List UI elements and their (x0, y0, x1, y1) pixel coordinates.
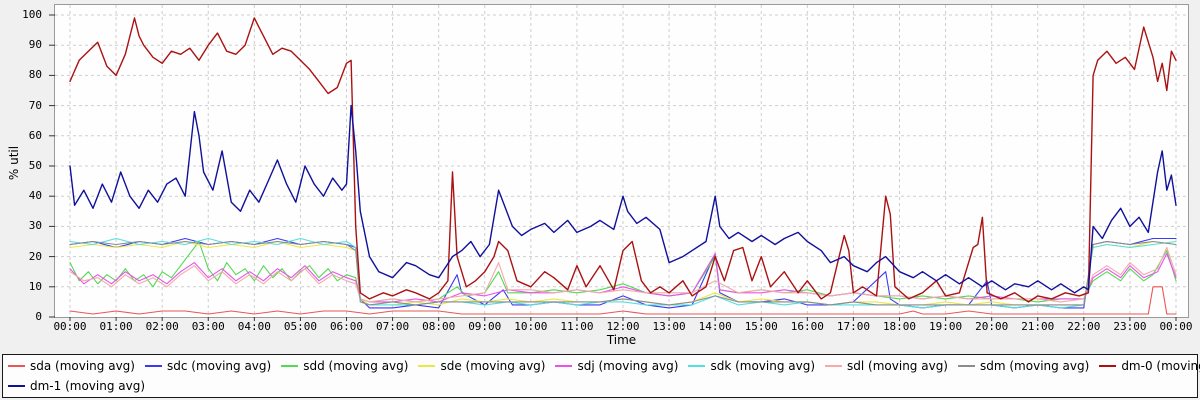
legend-item-sdd: sdd (moving avg) (281, 359, 408, 373)
legend-item-sde: sde (moving avg) (418, 359, 545, 373)
x-tick-label: 15:00 (744, 320, 778, 333)
legend-item-sdm: sdm (moving avg) (958, 359, 1089, 373)
y-tick-label: 30 (28, 219, 42, 233)
legend-item-dm-0: dm-0 (moving avg) (1099, 359, 1200, 373)
legend-swatch-sdl (825, 365, 843, 367)
legend: sda (moving avg) sdc (moving avg) sdd (mov… (2, 354, 1200, 398)
x-tick-label: 06:00 (329, 320, 364, 333)
x-tick-label: 03:00 (191, 320, 225, 333)
x-tick-label: 00:00 (53, 320, 87, 333)
plot-frame (49, 4, 1189, 321)
legend-item-sdl: sdl (moving avg) (825, 359, 948, 373)
series-line-sdm (69, 240, 1177, 306)
legend-item-sda: sda (moving avg) (8, 359, 135, 373)
x-tick-label: 23:00 (1113, 320, 1147, 333)
x-tick-label: 22:00 (1067, 320, 1101, 333)
legend-item-dm-1: dm-1 (moving avg) (8, 379, 145, 393)
y-tick-label: 20 (28, 249, 42, 263)
x-tick-label: 17:00 (836, 320, 870, 333)
legend-label: dm-0 (moving avg) (1121, 359, 1200, 373)
x-axis-title: Time (606, 333, 637, 347)
legend-swatch-sdc (144, 365, 162, 367)
x-axis-ticks: 00:00 01:00 02:00 03:00 04:00 05:00 06:00 07:00… (53, 320, 1192, 334)
legend-label: sde (moving avg) (440, 359, 546, 373)
series-line-sdc (69, 237, 1177, 309)
legend-label: sdl (moving avg) (847, 359, 948, 373)
legend-label: sdd (moving avg) (303, 359, 409, 373)
x-tick-label: 14:00 (698, 320, 732, 333)
legend-label: dm-1 (moving avg) (30, 379, 146, 393)
x-tick-label: 19:00 (929, 320, 963, 333)
x-tick-label: 07:00 (376, 320, 410, 333)
x-tick-label: 11:00 (560, 320, 594, 333)
series-line-sda (69, 286, 1177, 315)
legend-item-sdj: sdj (moving avg) (555, 359, 678, 373)
series-line-dm-1 (69, 104, 1177, 294)
x-tick-label: 05:00 (283, 320, 317, 333)
series-line-sdk (69, 237, 1177, 309)
x-tick-label: 12:00 (606, 320, 640, 333)
x-tick-label: 04:00 (237, 320, 271, 333)
x-tick-label: 02:00 (145, 320, 179, 333)
legend-swatch-sdj (555, 365, 573, 367)
legend-row: dm-1 (moving avg) (8, 376, 1192, 396)
series-line-sdl (69, 246, 1177, 303)
x-tick-label: 16:00 (790, 320, 824, 333)
x-tick-label: 18:00 (882, 320, 917, 333)
x-tick-label: 01:00 (99, 320, 133, 333)
y-tick-label: 40 (28, 189, 42, 203)
series-line-dm-0 (69, 17, 1177, 303)
x-tick-label: 13:00 (652, 320, 686, 333)
y-tick-label: 10 (28, 279, 42, 293)
legend-item-sdk: sdk (moving avg) (688, 359, 815, 373)
legend-label: sdc (moving avg) (166, 359, 272, 373)
y-tick-label: 100 (22, 8, 42, 21)
legend-swatch-sdd (281, 365, 299, 367)
legend-swatch-dm-1 (8, 385, 25, 387)
y-tick-label: 90 (28, 38, 42, 52)
y-axis-ticks: 0 10 20 30 40 50 60 70 80 90 100 (0, 5, 46, 323)
legend-swatch-sdm (958, 365, 975, 367)
y-tick-label: 70 (28, 98, 42, 112)
x-tick-label: 21:00 (1021, 320, 1055, 333)
legend-label: sdj (moving avg) (577, 359, 679, 373)
legend-row: sda (moving avg) sdc (moving avg) sdd (mov… (8, 356, 1200, 376)
legend-label: sdm (moving avg) (980, 359, 1090, 373)
legend-swatch-sde (418, 365, 436, 367)
y-tick-label: 50 (28, 159, 42, 172)
x-tick-label: 10:00 (514, 320, 548, 333)
legend-label: sda (moving avg) (30, 359, 135, 373)
x-tick-label: 00:00 (1159, 320, 1193, 333)
legend-label: sdk (moving avg) (710, 359, 816, 373)
legend-swatch-sdk (688, 365, 706, 367)
y-tick-label: 0 (35, 310, 42, 323)
x-tick-label: 09:00 (468, 320, 502, 333)
x-tick-label: 20:00 (975, 320, 1009, 333)
legend-item-sdc: sdc (moving avg) (144, 359, 272, 373)
x-tick-label: 08:00 (422, 320, 456, 333)
plot-area (49, 5, 1188, 321)
legend-swatch-sda (8, 365, 25, 367)
y-tick-label: 80 (28, 68, 42, 82)
y-tick-label: 60 (28, 128, 42, 142)
legend-swatch-dm-0 (1099, 365, 1117, 367)
